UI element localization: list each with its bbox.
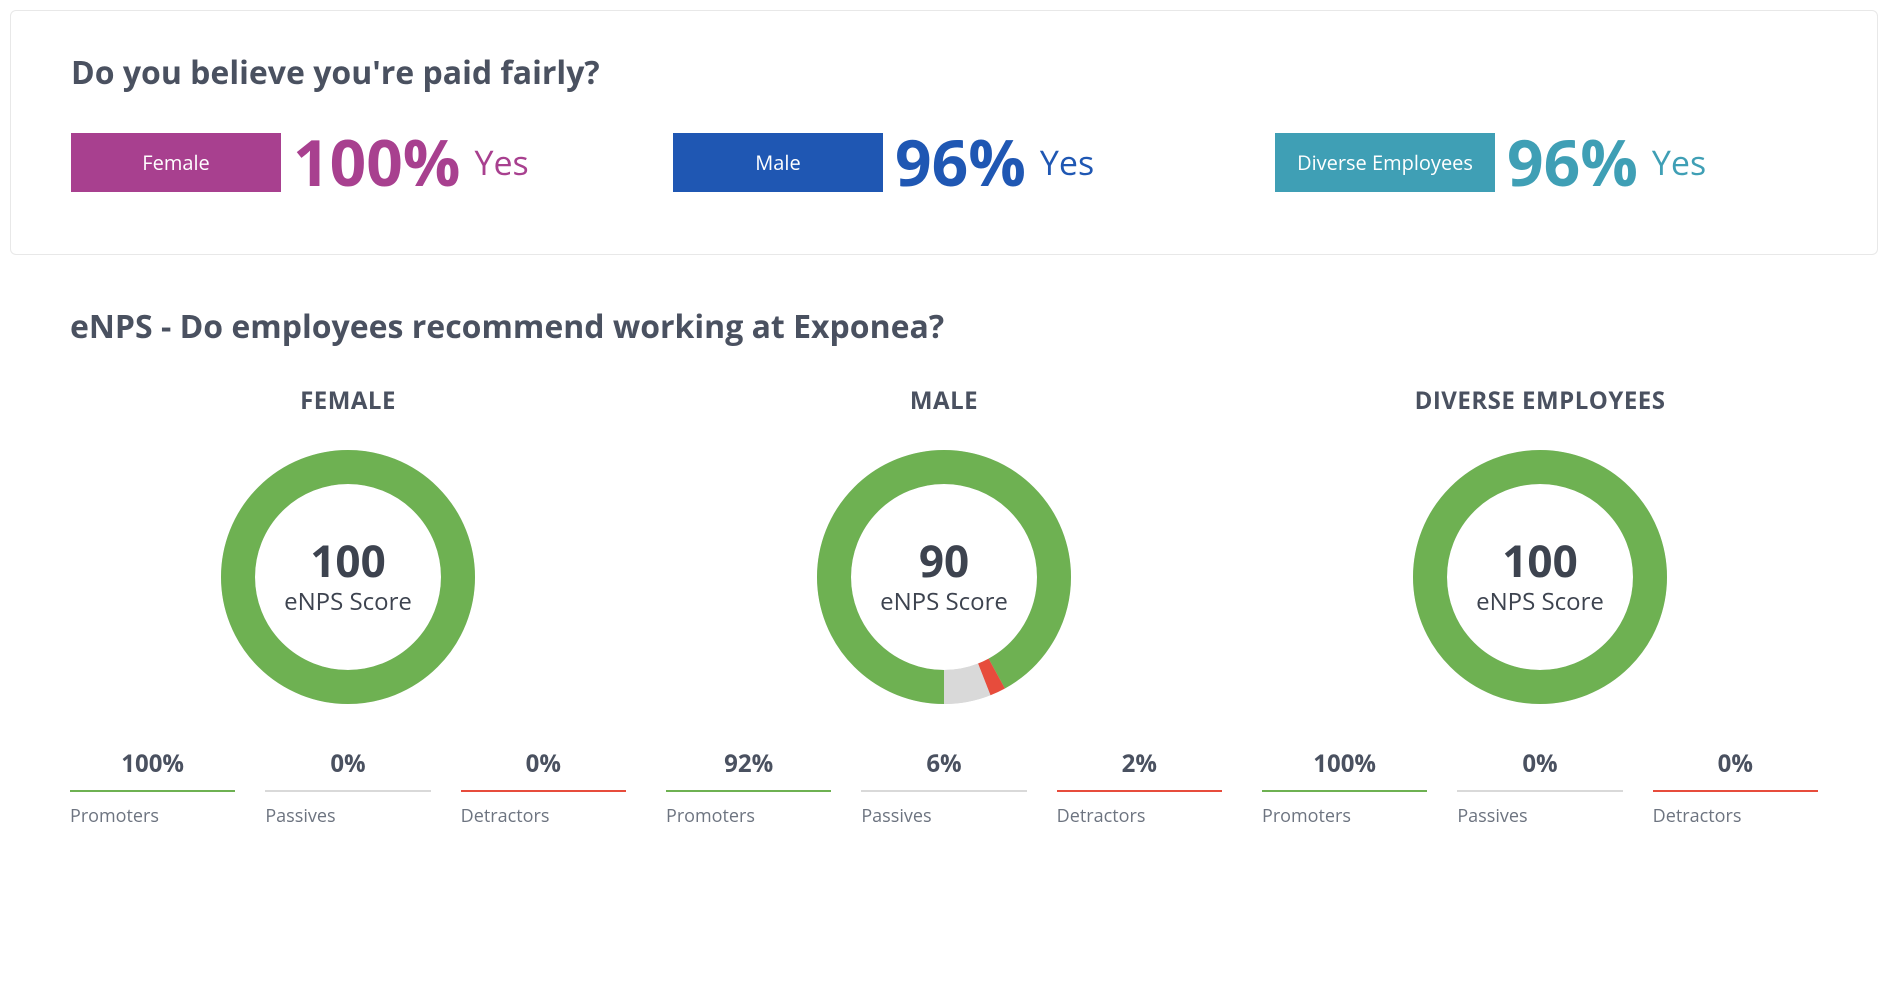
fairly-percent: 100% xyxy=(293,130,460,194)
fairly-item: Diverse Employees96% Yes xyxy=(1275,130,1817,194)
enps-group-heading: MALE xyxy=(666,384,1222,417)
paid-fairly-card: Do you believe you're paid fairly? Femal… xyxy=(10,10,1878,255)
donut-center: 100eNPS Score xyxy=(1400,437,1680,717)
breakdown-bar xyxy=(265,790,430,792)
breakdown-label: Passives xyxy=(265,804,430,828)
breakdown-label: Promoters xyxy=(1262,804,1427,828)
fairly-bar-label: Male xyxy=(673,133,883,192)
fairly-answer-label: Yes xyxy=(1040,139,1094,185)
enps-score-label: eNPS Score xyxy=(1476,585,1604,618)
breakdown-label: Detractors xyxy=(461,804,626,828)
enps-row: FEMALE100eNPS Score100%Promoters0%Passiv… xyxy=(70,384,1818,828)
breakdown-item-detractors: 0% Detractors xyxy=(461,747,626,828)
enps-group-heading: FEMALE xyxy=(70,384,626,417)
enps-column: MALE 90eNPS Score 92% Promoters 6% Passives 2%… xyxy=(666,384,1222,828)
breakdown-label: Detractors xyxy=(1653,804,1818,828)
breakdown-percent: 0% xyxy=(1457,747,1622,790)
breakdown-bar xyxy=(1262,790,1427,792)
enps-score-label: eNPS Score xyxy=(284,585,412,618)
breakdown-label: Promoters xyxy=(666,804,831,828)
enps-score-value: 100 xyxy=(1502,536,1577,584)
donut-center: 90eNPS Score xyxy=(804,437,1084,717)
breakdown-bar xyxy=(461,790,626,792)
fairly-percent: 96% xyxy=(1507,130,1638,194)
enps-score-value: 90 xyxy=(919,536,969,584)
breakdown-label: Detractors xyxy=(1057,804,1222,828)
enps-title: eNPS - Do employees recommend working at… xyxy=(70,305,1818,348)
enps-donut: 90eNPS Score xyxy=(804,437,1084,717)
enps-column: DIVERSE EMPLOYEES 100eNPS Score 100% Promot… xyxy=(1262,384,1818,828)
enps-donut: 100eNPS Score xyxy=(1400,437,1680,717)
breakdown-item-promoters: 92% Promoters xyxy=(666,747,831,828)
breakdown-percent: 92% xyxy=(666,747,831,790)
breakdown-percent: 2% xyxy=(1057,747,1222,790)
enps-score-value: 100 xyxy=(310,536,385,584)
breakdown-item-passives: 6% Passives xyxy=(861,747,1026,828)
breakdown-item-promoters: 100% Promoters xyxy=(1262,747,1427,828)
fairly-answer-label: Yes xyxy=(1652,139,1706,185)
fairly-bar-label: Female xyxy=(71,133,281,192)
breakdown-bar xyxy=(1653,790,1818,792)
breakdown-bar xyxy=(666,790,831,792)
breakdown-bar xyxy=(1457,790,1622,792)
enps-breakdown: 100% Promoters 0% Passives 0% Detractors xyxy=(70,747,626,828)
breakdown-item-passives: 0% Passives xyxy=(265,747,430,828)
enps-donut: 100eNPS Score xyxy=(208,437,488,717)
paid-fairly-title: Do you believe you're paid fairly? xyxy=(71,51,1817,94)
breakdown-percent: 0% xyxy=(1653,747,1818,790)
breakdown-label: Passives xyxy=(861,804,1026,828)
breakdown-percent: 6% xyxy=(861,747,1026,790)
breakdown-percent: 100% xyxy=(70,747,235,790)
breakdown-percent: 0% xyxy=(265,747,430,790)
enps-group-heading: DIVERSE EMPLOYEES xyxy=(1262,384,1818,417)
breakdown-percent: 0% xyxy=(461,747,626,790)
fairly-bar-label: Diverse Employees xyxy=(1275,133,1495,192)
breakdown-bar xyxy=(861,790,1026,792)
fairly-item: Female100% Yes xyxy=(71,130,613,194)
enps-score-label: eNPS Score xyxy=(880,585,1008,618)
fairly-answer-label: Yes xyxy=(474,139,528,185)
breakdown-label: Passives xyxy=(1457,804,1622,828)
enps-section: eNPS - Do employees recommend working at… xyxy=(10,265,1878,888)
fairly-percent: 96% xyxy=(895,130,1026,194)
fairly-item: Male96% Yes xyxy=(673,130,1215,194)
breakdown-item-passives: 0% Passives xyxy=(1457,747,1622,828)
enps-breakdown: 100% Promoters 0% Passives 0% Detractors xyxy=(1262,747,1818,828)
paid-fairly-row: Female100%YesMale96%YesDiverse Employees… xyxy=(71,130,1817,194)
breakdown-percent: 100% xyxy=(1262,747,1427,790)
breakdown-bar xyxy=(70,790,235,792)
breakdown-item-detractors: 0% Detractors xyxy=(1653,747,1818,828)
enps-breakdown: 92% Promoters 6% Passives 2% Detractors xyxy=(666,747,1222,828)
breakdown-item-detractors: 2% Detractors xyxy=(1057,747,1222,828)
breakdown-bar xyxy=(1057,790,1222,792)
breakdown-label: Promoters xyxy=(70,804,235,828)
donut-center: 100eNPS Score xyxy=(208,437,488,717)
breakdown-item-promoters: 100% Promoters xyxy=(70,747,235,828)
enps-column: FEMALE 100eNPS Score 100% Promoters 0% Passiv… xyxy=(70,384,626,828)
